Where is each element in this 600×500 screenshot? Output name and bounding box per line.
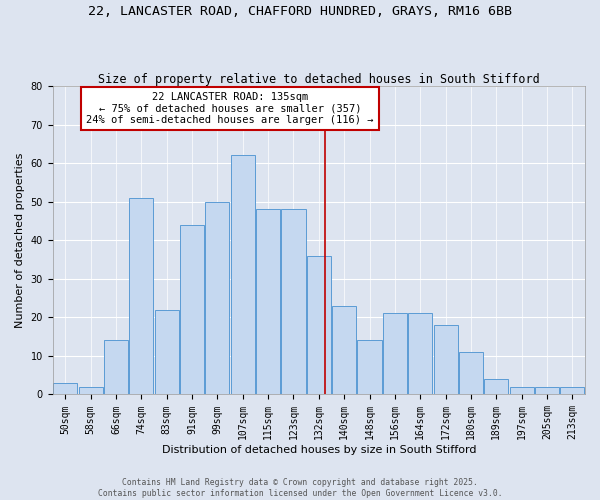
Bar [256,210,280,394]
Bar [408,314,432,394]
Bar [130,198,154,394]
Bar [231,156,255,394]
Title: Size of property relative to detached houses in South Stifford: Size of property relative to detached ho… [98,73,540,86]
Bar [155,310,179,394]
Bar [104,340,128,394]
Bar [358,340,382,394]
Bar [332,306,356,394]
Bar [53,383,77,394]
Bar [205,202,229,394]
Text: Contains HM Land Registry data © Crown copyright and database right 2025.
Contai: Contains HM Land Registry data © Crown c… [98,478,502,498]
Y-axis label: Number of detached properties: Number of detached properties [15,152,25,328]
X-axis label: Distribution of detached houses by size in South Stifford: Distribution of detached houses by size … [161,445,476,455]
Bar [535,387,559,394]
Bar [484,379,508,394]
Bar [560,387,584,394]
Bar [509,387,533,394]
Bar [281,210,305,394]
Bar [79,387,103,394]
Bar [383,314,407,394]
Bar [434,325,458,394]
Text: 22, LANCASTER ROAD, CHAFFORD HUNDRED, GRAYS, RM16 6BB: 22, LANCASTER ROAD, CHAFFORD HUNDRED, GR… [88,5,512,18]
Bar [307,256,331,394]
Bar [459,352,483,395]
Text: 22 LANCASTER ROAD: 135sqm
← 75% of detached houses are smaller (357)
24% of semi: 22 LANCASTER ROAD: 135sqm ← 75% of detac… [86,92,374,125]
Bar [180,225,204,394]
